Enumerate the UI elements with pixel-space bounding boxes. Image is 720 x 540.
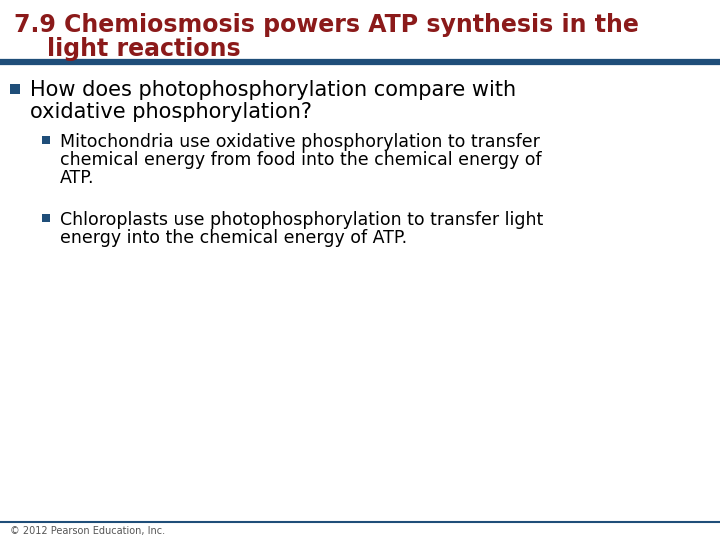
Text: Mitochondria use oxidative phosphorylation to transfer: Mitochondria use oxidative phosphorylati… [60,133,540,151]
Text: Chloroplasts use photophosphorylation to transfer light: Chloroplasts use photophosphorylation to… [60,211,544,229]
Text: oxidative phosphorylation?: oxidative phosphorylation? [30,102,312,122]
Bar [42,214,50,222]
Text: © 2012 Pearson Education, Inc.: © 2012 Pearson Education, Inc. [10,526,165,536]
Bar [10,84,20,94]
Text: energy into the chemical energy of ATP.: energy into the chemical energy of ATP. [60,229,407,247]
Text: chemical energy from food into the chemical energy of: chemical energy from food into the chemi… [60,151,541,169]
Text: 7.9 Chemiosmosis powers ATP synthesis in the: 7.9 Chemiosmosis powers ATP synthesis in… [14,13,639,37]
Text: ATP.: ATP. [60,169,94,187]
Text: How does photophosphorylation compare with: How does photophosphorylation compare wi… [30,80,516,100]
Text: light reactions: light reactions [14,37,240,61]
Bar [42,136,50,144]
